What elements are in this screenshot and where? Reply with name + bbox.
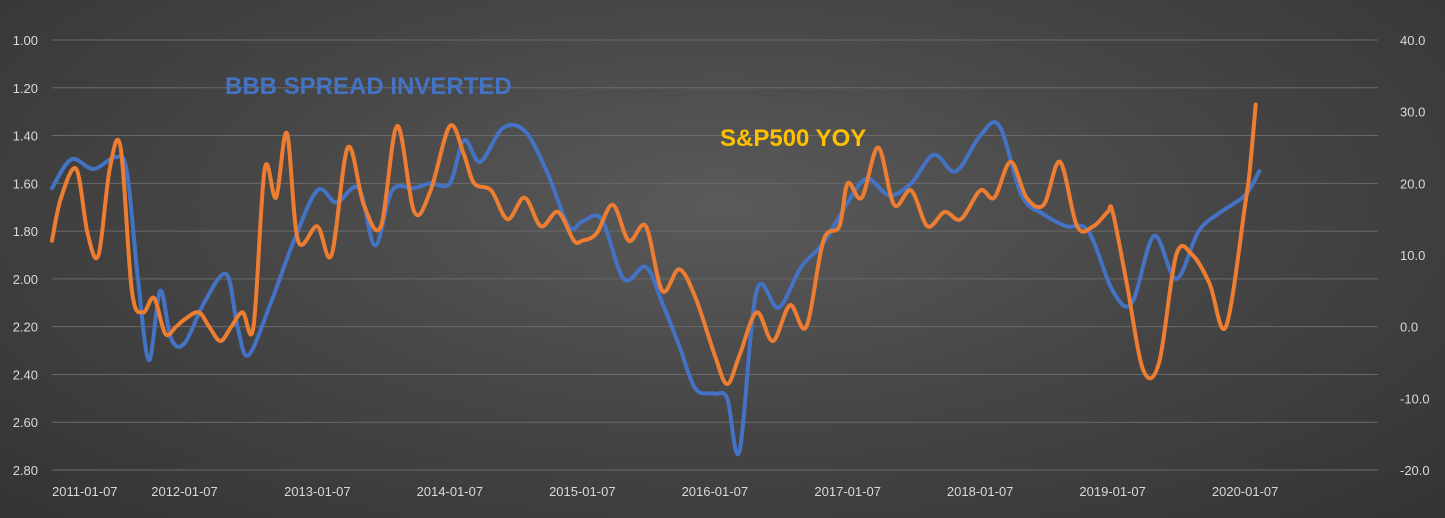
right-tick-label: -10.0: [1400, 391, 1430, 406]
x-axis-ticks: 2011-01-07 2012-01-07 2013-01-07 2014-01-07…: [52, 484, 1278, 499]
right-tick-label: 20.0: [1400, 176, 1425, 191]
right-tick-label: 10.0: [1400, 248, 1425, 263]
right-tick-label: 30.0: [1400, 105, 1425, 120]
x-tick-label: 2015-01-07: [549, 484, 616, 499]
gridlines: [52, 39, 1378, 471]
left-tick-label: 1.60: [13, 176, 38, 191]
series-line-bbb_spread: [50, 120, 1262, 457]
left-tick-label: 2.20: [13, 320, 38, 335]
x-tick-label: 2017-01-07: [814, 484, 881, 499]
annotation-bbb-spread: BBB SPREAD INVERTED: [225, 73, 512, 100]
x-tick-label: 2013-01-07: [284, 484, 351, 499]
annotation-sp500-yoy: S&P500 YOY: [720, 125, 866, 152]
right-axis-ticks: 40.0 30.0 20.0 10.0 0.0 -10.0 -20.0: [1400, 33, 1430, 478]
x-tick-label: 2012-01-07: [151, 484, 218, 499]
right-tick-label: 40.0: [1400, 33, 1425, 48]
left-tick-label: 2.40: [13, 367, 38, 382]
x-tick-label: 2018-01-07: [947, 484, 1014, 499]
left-tick-label: 2.60: [13, 415, 38, 430]
series-layer: [50, 102, 1262, 457]
x-tick-label: 2016-01-07: [682, 484, 749, 499]
x-tick-label: 2019-01-07: [1079, 484, 1146, 499]
left-tick-label: 2.80: [13, 463, 38, 478]
left-tick-label: 1.80: [13, 224, 38, 239]
x-tick-label: 2014-01-07: [417, 484, 484, 499]
x-tick-label: 2011-01-07: [52, 484, 118, 499]
left-tick-label: 1.00: [13, 33, 38, 48]
left-tick-label: 1.20: [13, 81, 38, 96]
right-tick-label: 0.0: [1400, 320, 1418, 335]
left-tick-label: 1.40: [13, 129, 38, 144]
left-axis-ticks: 1.00 1.20 1.40 1.60 1.80 2.00 2.20 2.40 2.60 2.80: [13, 33, 38, 478]
right-tick-label: -20.0: [1400, 463, 1430, 478]
left-tick-label: 2.00: [13, 272, 38, 287]
series-line-sp500_yoy: [50, 102, 1258, 386]
x-tick-label: 2020-01-07: [1212, 484, 1279, 499]
